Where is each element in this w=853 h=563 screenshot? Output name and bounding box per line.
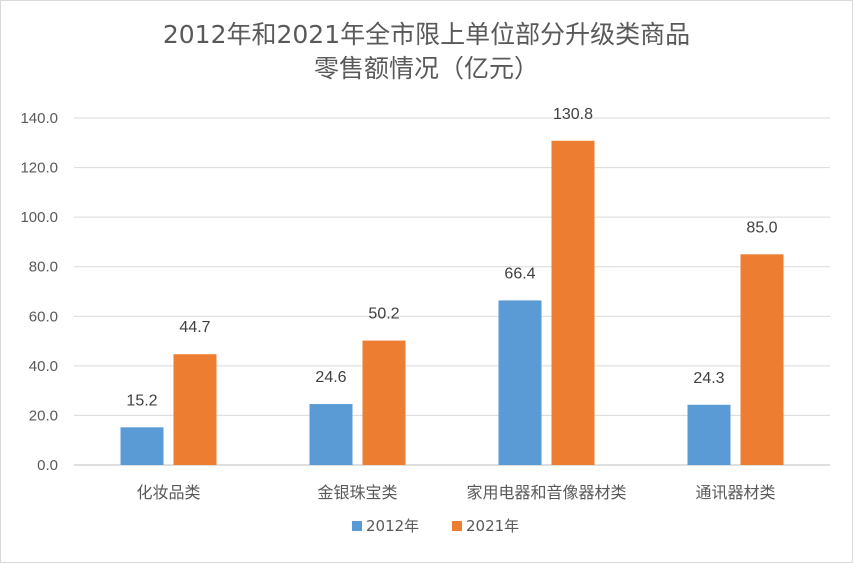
y-tick-label: 40.0 <box>29 358 58 375</box>
chart-title: 2012年和2021年全市限上单位部分升级类商品 零售额情况（亿元） <box>0 18 853 86</box>
legend-swatch <box>352 521 362 531</box>
bar <box>740 254 784 465</box>
y-tick-label: 20.0 <box>29 407 58 424</box>
chart-title-line1: 2012年和2021年全市限上单位部分升级类商品 <box>162 20 691 49</box>
x-category-label: 金银珠宝类 <box>317 483 397 502</box>
data-label: 50.2 <box>368 306 399 323</box>
bar <box>309 404 353 465</box>
x-category-label: 化妆品类 <box>136 483 200 502</box>
y-tick-label: 80.0 <box>29 259 58 276</box>
y-tick-label: 140.0 <box>20 110 58 127</box>
y-tick-label: 100.0 <box>20 209 58 226</box>
bar <box>498 300 542 465</box>
bar <box>551 140 595 465</box>
y-tick-label: 60.0 <box>29 308 58 325</box>
bar <box>173 354 217 465</box>
data-label: 44.7 <box>179 319 210 336</box>
data-label: 15.2 <box>126 392 157 409</box>
bar <box>120 427 164 465</box>
bar <box>687 404 731 465</box>
legend-label: 2021年 <box>466 517 519 535</box>
x-category-label: 家用电器和音像器材类 <box>466 483 626 502</box>
data-label: 24.6 <box>315 369 346 386</box>
data-label: 24.3 <box>693 370 724 387</box>
legend-swatch <box>452 521 462 531</box>
y-tick-label: 0.0 <box>37 457 58 474</box>
data-label: 85.0 <box>746 219 777 236</box>
data-label: 66.4 <box>504 265 535 282</box>
y-tick-label: 120.0 <box>20 160 58 177</box>
bar <box>362 340 406 465</box>
legend-label: 2012年 <box>366 517 419 535</box>
data-label: 130.8 <box>553 106 593 123</box>
chart-title-line2: 零售额情况（亿元） <box>313 54 539 83</box>
x-category-label: 通讯器材类 <box>695 483 775 502</box>
